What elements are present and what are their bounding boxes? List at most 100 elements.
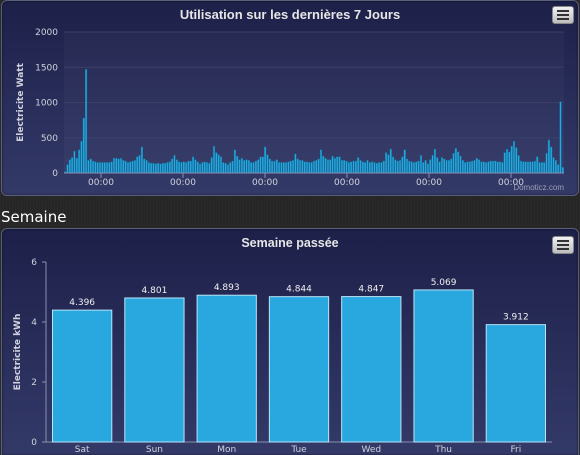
daily-bar	[326, 159, 330, 174]
daily-bar	[508, 151, 511, 174]
daily-bar	[338, 156, 341, 174]
y-tick-label: 500	[41, 134, 58, 144]
x-tick-label: 00:00	[88, 178, 114, 188]
daily-bar	[196, 161, 199, 174]
daily-bar	[112, 157, 116, 174]
daily-bar	[457, 151, 460, 174]
bar-data-label: 4.844	[286, 285, 312, 295]
daily-bar	[157, 162, 160, 174]
x-category-label: Sun	[146, 445, 163, 455]
daily-bar	[129, 161, 132, 174]
daily-bar	[492, 160, 495, 174]
daily-bar	[543, 162, 546, 174]
daily-bar	[247, 160, 250, 174]
daily-bar	[96, 162, 99, 174]
daily-bar	[133, 160, 136, 174]
daily-bar	[389, 148, 392, 174]
bar-data-label: 4.396	[69, 298, 95, 308]
weekly-usage-panel: Semaine passée 0 2 4 6 Electricite kWh 4.396 S…	[1, 228, 579, 455]
daily-bar	[285, 162, 288, 174]
section-heading-semaine: Semaine	[1, 208, 67, 226]
daily-bar	[524, 161, 527, 174]
daily-bar	[266, 154, 269, 174]
daily-bar	[329, 159, 332, 174]
daily-bar	[545, 153, 548, 174]
daily-bar	[173, 155, 176, 174]
daily-bar	[459, 155, 462, 174]
daily-bar	[233, 149, 236, 174]
menu-icon-line	[557, 14, 569, 16]
daily-bar	[510, 146, 513, 174]
menu-icon-line	[557, 240, 569, 242]
daily-bar	[238, 159, 241, 174]
daily-bar	[105, 162, 109, 174]
daily-bar	[229, 162, 232, 174]
daily-bar	[531, 161, 534, 174]
daily-bar	[161, 162, 164, 174]
daily-bar	[143, 158, 146, 174]
daily-bar	[268, 158, 271, 174]
daily-bar	[557, 164, 560, 174]
daily-bar	[240, 157, 243, 174]
daily-bar	[78, 149, 81, 174]
daily-bar	[192, 156, 195, 174]
daily-bar	[408, 160, 411, 174]
daily-bar	[554, 160, 557, 174]
daily-bar	[210, 157, 213, 174]
menu-icon-line	[557, 244, 569, 246]
daily-bar	[175, 159, 178, 174]
menu-icon-line	[557, 10, 569, 12]
daily-bar	[315, 160, 318, 174]
daily-bar	[336, 156, 339, 174]
daily-bar	[189, 160, 192, 174]
bar-data-label: 5.069	[431, 278, 457, 288]
daily-bar	[243, 160, 246, 174]
daily-bar	[438, 161, 441, 174]
daily-bar	[436, 157, 439, 174]
daily-bar	[317, 158, 320, 174]
daily-bar	[354, 160, 357, 174]
weekly-bar	[196, 294, 257, 443]
daily-bar	[403, 149, 406, 174]
weekly-bar	[52, 309, 113, 443]
daily-bar	[178, 161, 181, 174]
daily-bar	[252, 162, 255, 174]
daily-bar	[482, 161, 485, 174]
daily-bar	[331, 155, 334, 174]
y-tick-label: 1000	[35, 99, 58, 109]
daily-bar	[205, 162, 209, 174]
daily-bar	[550, 146, 553, 174]
daily-bar	[412, 162, 416, 174]
weekly-chart-menu-button[interactable]	[552, 236, 574, 254]
daily-bar	[92, 160, 95, 174]
daily-bar	[275, 159, 278, 174]
daily-bar	[282, 162, 285, 174]
y-tick-label: 0	[31, 438, 37, 448]
y-tick-label: 2000	[35, 28, 58, 38]
credits-link[interactable]: Domoticz.com	[513, 183, 564, 192]
daily-bar	[526, 161, 530, 174]
daily-bar	[226, 164, 230, 174]
daily-bar	[522, 161, 525, 174]
daily-bar	[131, 160, 134, 174]
daily-bar	[278, 162, 281, 174]
daily-bar	[373, 162, 376, 174]
daily-bar	[254, 160, 257, 174]
x-category-label: Thu	[434, 445, 452, 455]
bar-data-label: 4.847	[358, 285, 384, 295]
daily-bar	[66, 164, 69, 174]
daily-bar	[343, 160, 346, 174]
daily-bar	[498, 161, 502, 174]
daily-bar	[345, 160, 348, 174]
daily-bar	[147, 162, 150, 174]
daily-bar	[401, 156, 404, 174]
daily-bar	[359, 160, 362, 174]
daily-chart-menu-button[interactable]	[552, 6, 574, 24]
daily-bar	[68, 159, 71, 174]
daily-bar	[540, 162, 543, 174]
daily-bar	[89, 158, 92, 174]
daily-bar	[298, 160, 302, 174]
daily-bar	[215, 152, 218, 174]
daily-bar	[219, 156, 223, 174]
weekly-bar	[341, 296, 402, 443]
